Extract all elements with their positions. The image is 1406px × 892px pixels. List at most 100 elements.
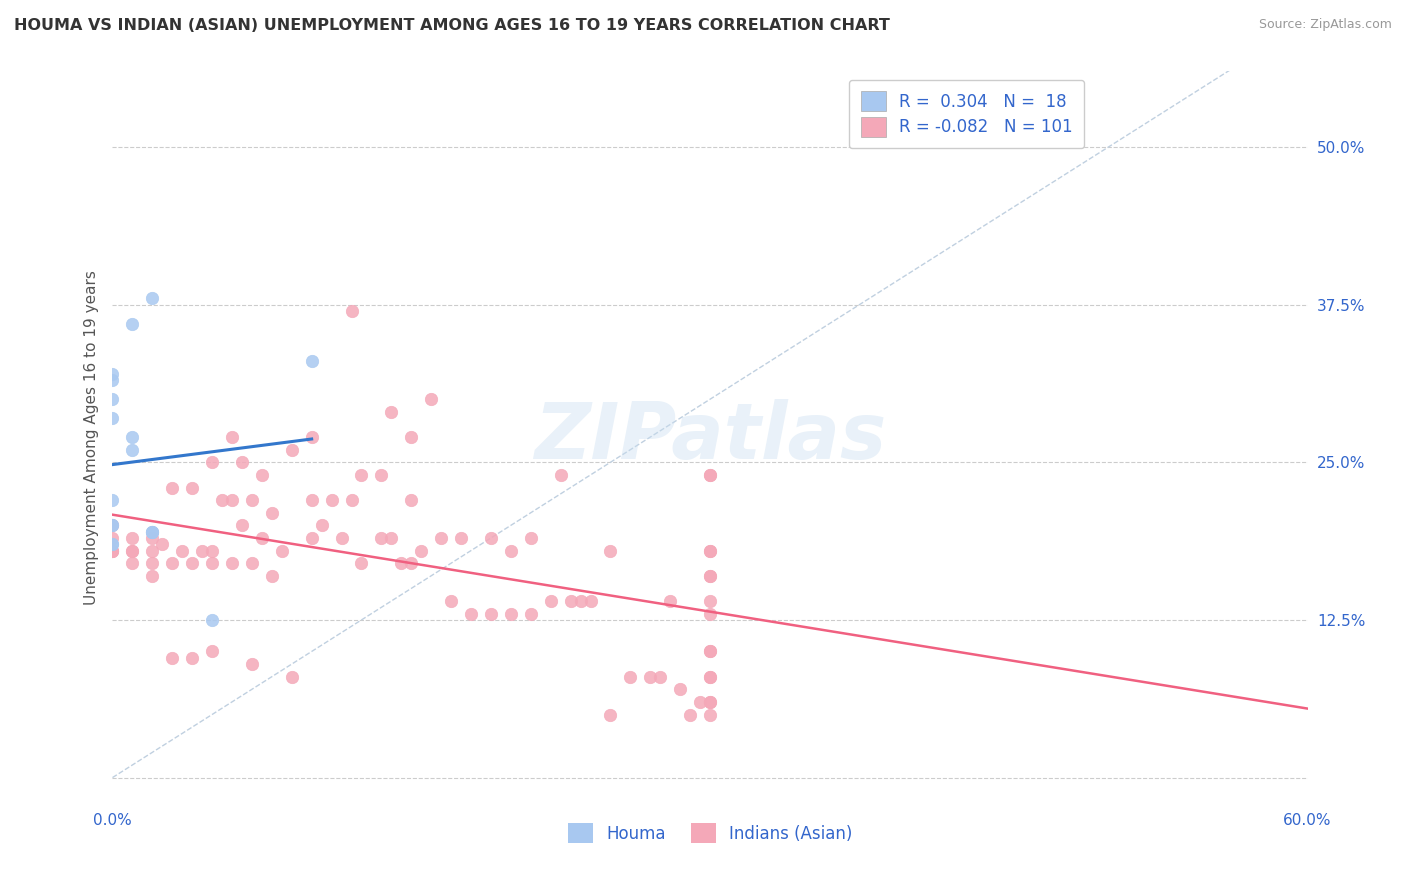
Point <box>141 291 163 305</box>
Point <box>121 543 143 558</box>
Text: HOUMA VS INDIAN (ASIAN) UNEMPLOYMENT AMONG AGES 16 TO 19 YEARS CORRELATION CHART: HOUMA VS INDIAN (ASIAN) UNEMPLOYMENT AMO… <box>14 18 890 33</box>
Point <box>141 556 163 570</box>
Point <box>260 569 283 583</box>
Point <box>650 670 672 684</box>
Point <box>699 607 721 621</box>
Point <box>101 518 124 533</box>
Point <box>121 430 143 444</box>
Point <box>699 467 721 482</box>
Point <box>411 543 433 558</box>
Point <box>141 524 163 539</box>
Point <box>231 455 253 469</box>
Point <box>679 707 702 722</box>
Point <box>101 518 124 533</box>
Point <box>121 556 143 570</box>
Point <box>101 543 124 558</box>
Point <box>101 531 124 545</box>
Point <box>101 411 124 425</box>
Point <box>370 467 392 482</box>
Point <box>699 644 721 658</box>
Point <box>141 543 163 558</box>
Point <box>430 531 453 545</box>
Point <box>270 543 292 558</box>
Point <box>420 392 443 407</box>
Point <box>699 569 721 583</box>
Point <box>689 695 711 709</box>
Point <box>101 373 124 387</box>
Point <box>201 556 224 570</box>
Point <box>599 543 621 558</box>
Point <box>699 569 721 583</box>
Point <box>201 455 224 469</box>
Point <box>121 531 143 545</box>
Point <box>699 644 721 658</box>
Point <box>619 670 641 684</box>
Point <box>401 430 423 444</box>
Point <box>250 531 273 545</box>
Point <box>141 569 163 583</box>
Point <box>370 531 392 545</box>
Point <box>699 543 721 558</box>
Point <box>221 556 243 570</box>
Point <box>380 531 402 545</box>
Point <box>301 531 323 545</box>
Point <box>330 531 353 545</box>
Point <box>520 531 543 545</box>
Point <box>281 670 304 684</box>
Point <box>281 442 304 457</box>
Point <box>101 367 124 381</box>
Point <box>550 467 572 482</box>
Point <box>479 531 502 545</box>
Point <box>640 670 662 684</box>
Point <box>240 657 263 671</box>
Point <box>141 531 163 545</box>
Point <box>141 524 163 539</box>
Point <box>340 304 363 318</box>
Point <box>191 543 214 558</box>
Point <box>579 594 602 608</box>
Point <box>101 543 124 558</box>
Y-axis label: Unemployment Among Ages 16 to 19 years: Unemployment Among Ages 16 to 19 years <box>83 269 98 605</box>
Point <box>141 524 163 539</box>
Point <box>181 481 204 495</box>
Point <box>540 594 562 608</box>
Point <box>389 556 412 570</box>
Point <box>181 650 204 665</box>
Point <box>221 493 243 508</box>
Point <box>121 442 143 457</box>
Point <box>499 607 522 621</box>
Point <box>569 594 592 608</box>
Point <box>121 317 143 331</box>
Point <box>162 481 183 495</box>
Point <box>240 556 263 570</box>
Point <box>401 556 423 570</box>
Point <box>659 594 682 608</box>
Point <box>101 543 124 558</box>
Point <box>599 707 621 722</box>
Point <box>699 543 721 558</box>
Text: Source: ZipAtlas.com: Source: ZipAtlas.com <box>1258 18 1392 31</box>
Point <box>101 493 124 508</box>
Point <box>260 506 283 520</box>
Point <box>699 695 721 709</box>
Point <box>221 430 243 444</box>
Point <box>121 543 143 558</box>
Point <box>699 594 721 608</box>
Legend: Houma, Indians (Asian): Houma, Indians (Asian) <box>561 817 859 849</box>
Point <box>172 543 194 558</box>
Point <box>380 405 402 419</box>
Point <box>101 392 124 407</box>
Point <box>699 670 721 684</box>
Point <box>150 537 173 551</box>
Point <box>240 493 263 508</box>
Point <box>450 531 472 545</box>
Point <box>699 707 721 722</box>
Point <box>162 556 183 570</box>
Point <box>499 543 522 558</box>
Point <box>101 537 124 551</box>
Point <box>440 594 463 608</box>
Point <box>201 644 224 658</box>
Point <box>101 518 124 533</box>
Point <box>311 518 333 533</box>
Point <box>321 493 343 508</box>
